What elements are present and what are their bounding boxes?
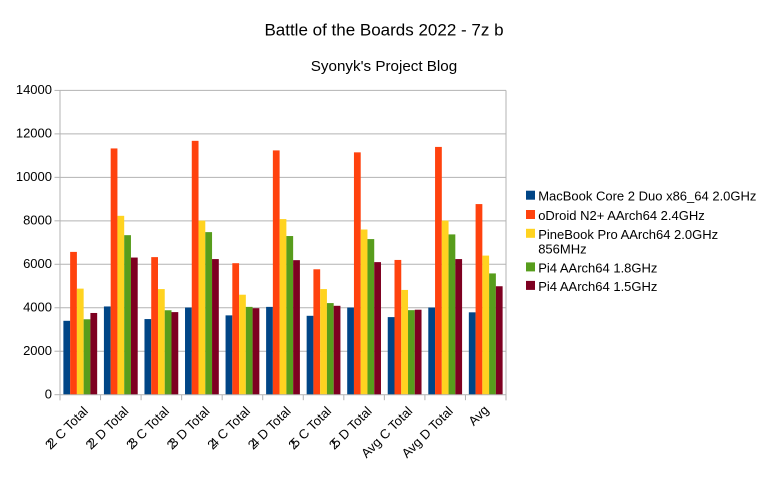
svg-text:Pi4 AArch64 1.8GHz: Pi4 AArch64 1.8GHz (538, 260, 657, 275)
svg-text:oDroid N2+ AArch64 2.4GHz: oDroid N2+ AArch64 2.4GHz (538, 208, 705, 223)
svg-text:Syonyk's Project Blog: Syonyk's Project Blog (311, 58, 457, 75)
svg-text:856MHz: 856MHz (538, 241, 586, 256)
svg-text:10000: 10000 (16, 169, 52, 184)
svg-text:2000: 2000 (23, 343, 52, 358)
svg-text:0: 0 (45, 386, 52, 401)
svg-text:14000: 14000 (16, 82, 52, 97)
svg-text:6000: 6000 (23, 256, 52, 271)
svg-text:8000: 8000 (23, 212, 52, 227)
svg-text:Battle of the Boards 2022 - 7z: Battle of the Boards 2022 - 7z b (264, 21, 503, 40)
svg-text:4000: 4000 (23, 299, 52, 314)
svg-text:PineBook Pro AArch64 2.0GHz: PineBook Pro AArch64 2.0GHz (538, 227, 718, 242)
svg-text:12000: 12000 (16, 125, 52, 140)
svg-text:MacBook Core 2 Duo x86_64 2.0G: MacBook Core 2 Duo x86_64 2.0GHz (538, 189, 756, 204)
svg-text:Pi4 AArch64 1.5GHz: Pi4 AArch64 1.5GHz (538, 279, 657, 294)
